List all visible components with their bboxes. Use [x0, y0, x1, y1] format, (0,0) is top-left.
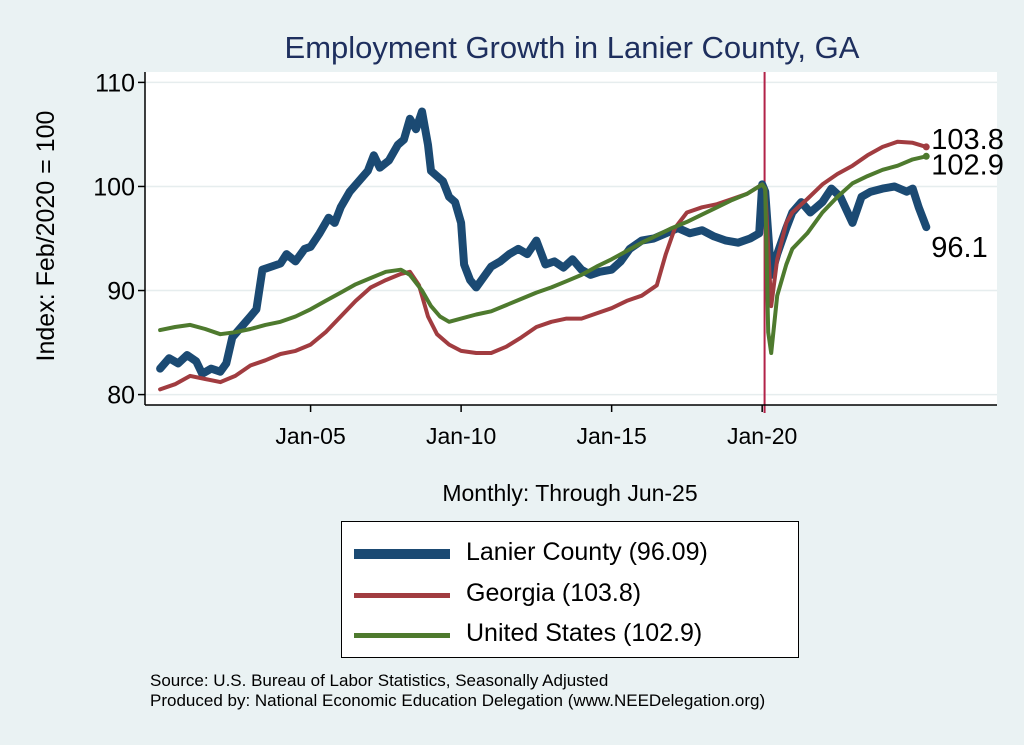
y-tick-label: 90	[107, 278, 135, 306]
series-line-georgia-endpoint	[922, 143, 930, 151]
legend-label-us: United States (102.9)	[466, 619, 703, 647]
y-tick-label: 110	[95, 69, 135, 97]
legend-swatch-us	[354, 633, 450, 638]
source-line: Source: U.S. Bureau of Labor Statistics,…	[150, 671, 609, 690]
legend-swatch-lanier	[354, 549, 450, 559]
y-axis-label: Index: Feb/2020 = 100	[32, 111, 60, 362]
producer-line: Produced by: National Economic Education…	[150, 691, 766, 710]
x-axis-label: Monthly: Through Jun-25	[442, 480, 697, 506]
legend-label-georgia: Georgia (103.8)	[466, 579, 642, 607]
y-tick-label: 80	[107, 382, 135, 410]
end-label-lanier: 96.1	[931, 232, 987, 264]
x-tick-label: Jan-05	[275, 423, 345, 449]
series-line-lanier-endpoint	[922, 223, 930, 231]
legend-item-georgia: Georgia (103.8)	[342, 575, 798, 615]
legend-item-lanier: Lanier County (96.09)	[342, 534, 798, 574]
axes: 80 90 100 110 Jan-05 Jan-10 Jan-15 Jan-20	[93, 69, 997, 449]
x-tick-label: Jan-20	[727, 423, 797, 449]
x-tick-label: Jan-10	[426, 423, 496, 449]
gridlines	[145, 72, 997, 413]
chart-title: Employment Growth in Lanier County, GA	[285, 30, 860, 65]
series-lines	[156, 107, 931, 392]
end-label-georgia: 103.8	[931, 124, 1004, 156]
employment-chart: Employment Growth in Lanier County, GA 8…	[32, 30, 1004, 506]
legend-swatch-georgia	[354, 593, 450, 598]
legend: Lanier County (96.09) Georgia (103.8) Un…	[341, 521, 799, 658]
legend-label-lanier: Lanier County (96.09)	[466, 538, 708, 566]
x-tick-label: Jan-15	[576, 423, 646, 449]
plot-area	[145, 72, 997, 405]
end-label-us: 102.9	[931, 149, 1004, 181]
series-line-us	[158, 154, 929, 355]
legend-item-us: United States (102.9)	[342, 615, 798, 655]
series-line-georgia	[158, 139, 929, 392]
y-tick-label: 100	[93, 173, 135, 201]
source-note: Source: U.S. Bureau of Labor Statistics,…	[150, 671, 765, 711]
series-line-us-endpoint	[922, 152, 930, 160]
